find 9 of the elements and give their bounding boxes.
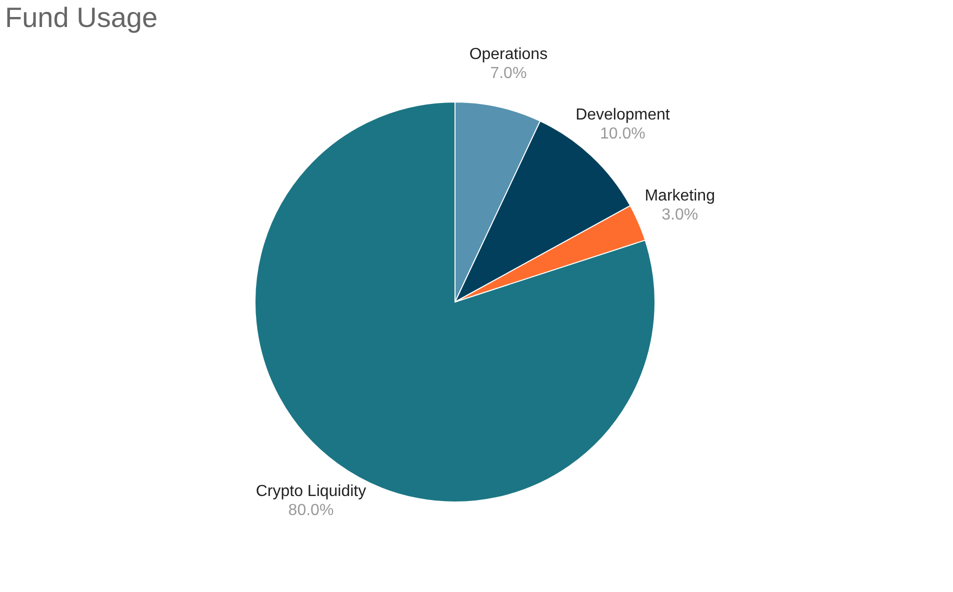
- slice-label: Crypto Liquidity: [256, 483, 366, 500]
- data-label: 3.0%: [662, 206, 698, 224]
- data-label: 7.0%: [490, 64, 527, 82]
- data-label: 10.0%: [600, 125, 646, 142]
- slice-label: Marketing: [644, 188, 715, 205]
- data-label: 80.0%: [288, 502, 334, 520]
- slice-label: Development: [576, 106, 670, 124]
- slice-label: Operations: [469, 46, 548, 63]
- chart-title: Fund Usage: [5, 2, 158, 33]
